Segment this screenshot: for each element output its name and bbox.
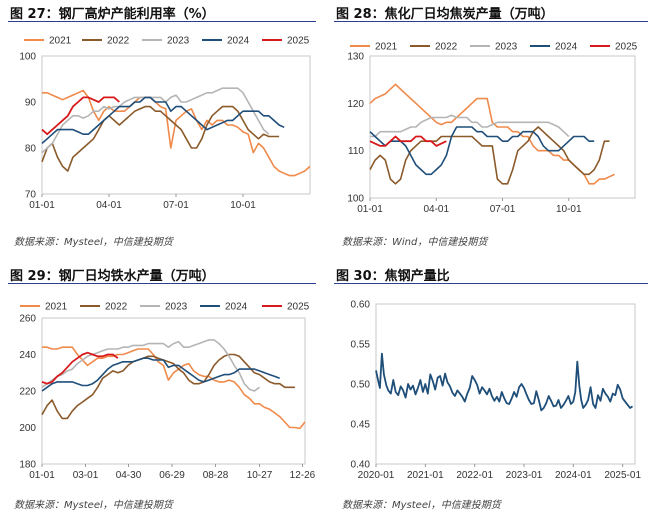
series-line-2023	[370, 114, 570, 138]
legend-label-2022: 2022	[107, 36, 130, 47]
legend-label-2021: 2021	[49, 36, 72, 47]
legend-label-2023: 2023	[167, 36, 190, 47]
legend-label-2023: 2023	[495, 42, 518, 53]
series-line-2021	[42, 346, 306, 430]
series-line-2023	[41, 339, 260, 392]
series-line-2021	[42, 89, 311, 177]
x-tick-label: 2025-01	[604, 470, 641, 481]
y-tick-label: 100	[347, 194, 364, 205]
y-tick-label: 100	[19, 52, 36, 63]
series-line-2022	[369, 126, 610, 185]
y-tick-label: 180	[19, 460, 36, 471]
series-line-焦钢比	[375, 352, 633, 412]
y-tick-label: 80	[25, 144, 37, 155]
source-note-28: 数据来源：Wind，中信建投期货	[342, 237, 488, 248]
title-rule-28	[334, 21, 648, 22]
source-note-27: 数据来源：Mysteel，中信建投期货	[14, 237, 173, 248]
x-tick-label: 2020-01	[358, 470, 395, 481]
y-tick-label: 260	[19, 314, 36, 325]
x-tick-label: 2021-01	[407, 470, 444, 481]
x-tick-label: 10-27	[247, 470, 273, 481]
x-tick-label: 04-30	[116, 470, 142, 481]
legend-label-2021: 2021	[375, 42, 398, 53]
series-line-2024	[41, 357, 280, 392]
legend-label-2024: 2024	[227, 36, 250, 47]
series-line-2024	[369, 126, 595, 176]
chart-coke-output: 100 110 120 130 01-01 04-01 07-01 10-01 2021 2022…	[347, 42, 638, 216]
chart-blast-furnace-utilization: 70 80 90 100 01-01 04-01 07-01 10-01 2021 2022 202…	[19, 36, 311, 211]
legend-label-2022: 2022	[435, 42, 458, 53]
x-tick-label: 08-28	[203, 470, 229, 481]
x-tick-label: 10-01	[230, 200, 256, 211]
x-tick-label: 01-01	[357, 204, 383, 215]
x-tick-label: 01-01	[29, 200, 55, 211]
title-rule-30	[334, 283, 648, 284]
x-tick-label: 12-26	[290, 470, 316, 481]
chart-title-27: 图 27：钢厂高炉产能利用率（%）	[10, 7, 215, 22]
x-tick-label: 2024-01	[555, 470, 592, 481]
legend-label-2023: 2023	[165, 302, 188, 313]
legend-label-2025: 2025	[287, 302, 310, 313]
source-note-30: 数据来源：Mysteel，中信建投期货	[342, 500, 501, 511]
y-tick-label: 130	[347, 52, 364, 63]
y-tick-label: 0.40	[351, 460, 371, 471]
y-tick-label: 220	[19, 387, 36, 398]
source-note-29: 数据来源：Mysteel，中信建投期货	[14, 500, 173, 511]
x-tick-label: 10-01	[556, 204, 582, 215]
series-line-2024	[41, 96, 285, 144]
legend-label-2025: 2025	[615, 42, 638, 53]
plot-frame	[375, 303, 636, 465]
legend-label-2022: 2022	[105, 302, 128, 313]
chart-coke-steel-ratio: 0.40 0.45 0.50 0.55 0.60 2020-01 2021-01 2022-0…	[351, 300, 642, 482]
legend-label-2024: 2024	[225, 302, 248, 313]
y-tick-label: 0.45	[351, 420, 371, 431]
y-tick-label: 200	[19, 423, 36, 434]
x-tick-label: 07-01	[490, 204, 516, 215]
y-tick-label: 90	[25, 98, 37, 109]
plot-frame	[41, 317, 306, 465]
chart-title-30: 图 30：焦钢产量比	[336, 269, 450, 284]
y-tick-label: 240	[19, 350, 36, 361]
chart-hot-metal-output: 180 200 220 240 260 01-01 03-01 04-30 06-29 08-28…	[19, 302, 316, 482]
series-line-2022	[41, 353, 295, 420]
y-tick-label: 70	[25, 190, 37, 201]
y-tick-label: 0.60	[351, 300, 371, 311]
y-tick-label: 0.50	[351, 380, 371, 391]
y-tick-label: 0.55	[351, 340, 371, 351]
legend-label-2024: 2024	[555, 42, 578, 53]
title-rule-27	[8, 21, 316, 22]
x-tick-label: 04-01	[96, 200, 122, 211]
x-tick-label: 03-01	[73, 470, 99, 481]
series-line-2025	[41, 351, 119, 385]
x-tick-label: 2023-01	[506, 470, 543, 481]
x-tick-label: 06-29	[159, 470, 185, 481]
series-line-2025	[369, 135, 447, 147]
legend-label-2025: 2025	[287, 36, 310, 47]
x-tick-label: 07-01	[163, 200, 189, 211]
series-line-2025	[41, 96, 120, 136]
x-tick-label: 2022-01	[456, 470, 493, 481]
title-rule-29	[8, 283, 316, 284]
chart-title-28: 图 28：焦化厂日均焦炭产量（万吨）	[336, 7, 554, 22]
chart-title-29: 图 29：钢厂日均铁水产量（万吨）	[10, 269, 215, 284]
y-tick-label: 120	[347, 99, 364, 110]
x-tick-label: 04-01	[423, 204, 449, 215]
y-tick-label: 110	[348, 146, 364, 157]
legend-label-2021: 2021	[45, 302, 68, 313]
series-line-2023	[41, 87, 270, 154]
x-tick-label: 01-01	[29, 470, 55, 481]
